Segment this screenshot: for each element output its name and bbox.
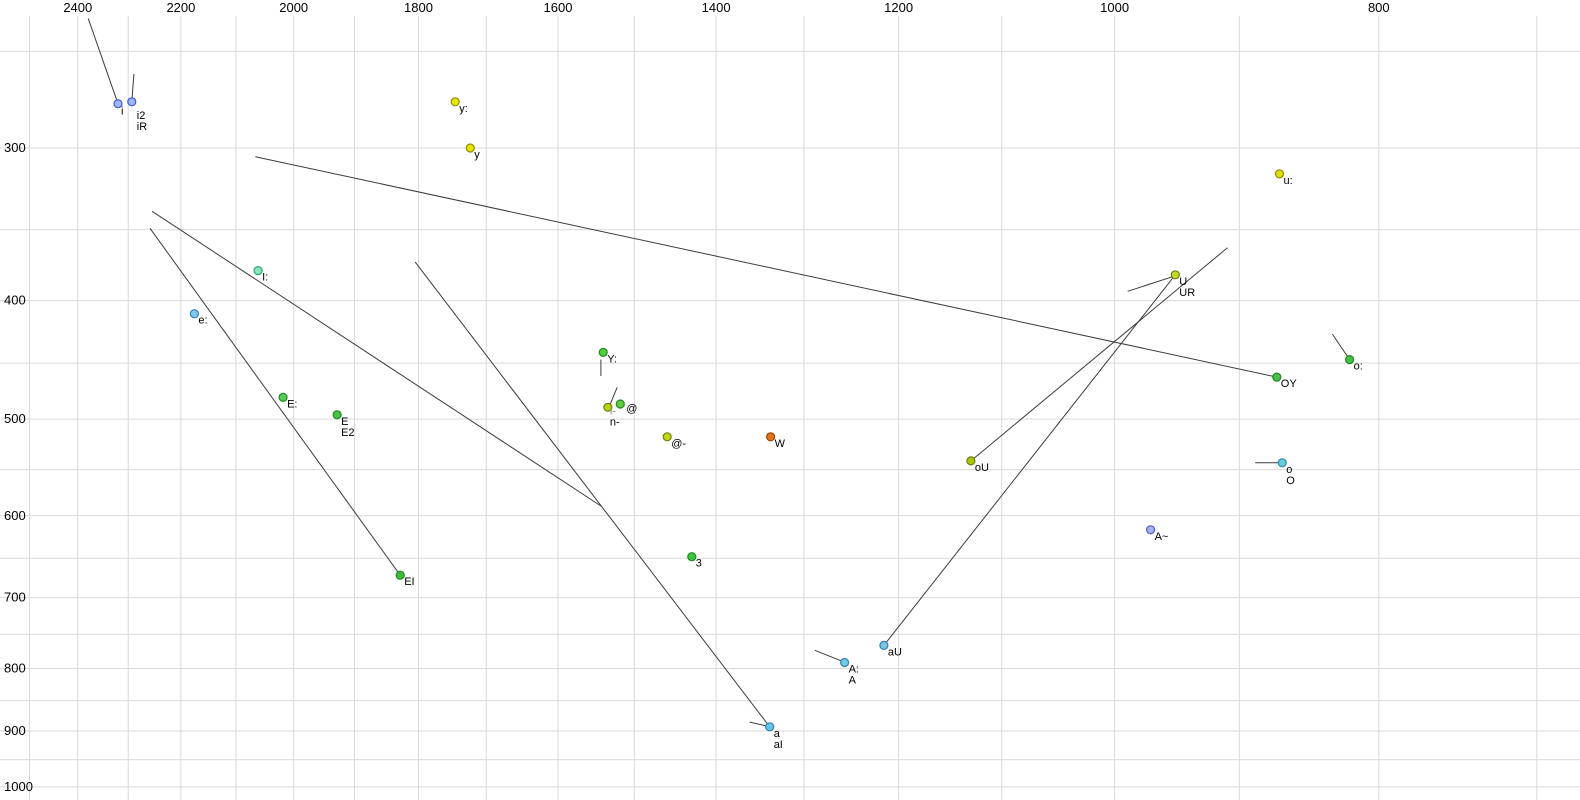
trajectory-line xyxy=(970,247,1228,462)
vowel-point-label: A: xyxy=(849,664,859,676)
vowel-point xyxy=(127,97,137,107)
trajectory-line xyxy=(151,210,602,507)
vowel-point xyxy=(395,570,405,580)
vowel-point-label: i- xyxy=(610,405,616,417)
vowel-point-label: o xyxy=(1286,464,1292,476)
vowel-point xyxy=(1344,355,1355,365)
vowel-point xyxy=(603,402,613,412)
trajectory-line xyxy=(255,156,1277,378)
vowel-point xyxy=(113,99,123,109)
vowel-point-label: OY xyxy=(1281,378,1298,390)
y-tick-label: 700 xyxy=(4,590,26,605)
trajectory-line xyxy=(131,74,135,102)
x-tick-label: 1800 xyxy=(404,0,433,15)
vowel-point xyxy=(450,97,460,107)
vowel-point xyxy=(879,640,889,651)
vowel-point-label: W xyxy=(775,438,786,450)
vowel-point-label: Y: xyxy=(607,353,617,365)
y-tick-label: 900 xyxy=(4,723,26,738)
y-tick-label: 600 xyxy=(4,508,26,523)
vowel-point-label: E xyxy=(341,416,348,428)
vowel-point-label: oU xyxy=(975,462,989,474)
trajectory-line xyxy=(814,649,844,663)
vowel-point xyxy=(662,432,672,442)
vowel-point-label: I: xyxy=(262,272,268,284)
vowel-point-label: i2 xyxy=(137,110,146,122)
vowel-point-label: i xyxy=(121,106,123,118)
y-tick-label: 1000 xyxy=(4,779,33,794)
y-tick-label: 300 xyxy=(4,140,26,155)
vowel-point-label: UR xyxy=(1179,287,1195,299)
vowel-point-label: E: xyxy=(287,398,297,410)
vowel-point xyxy=(1277,458,1287,468)
vowel-point xyxy=(465,143,475,153)
vowel-point-label: O xyxy=(1286,475,1295,487)
trajectory-line xyxy=(149,228,401,576)
vowel-point-label: u: xyxy=(1284,175,1293,187)
vowel-point-label: @ xyxy=(626,403,637,415)
vowel-point xyxy=(765,722,775,732)
y-tick-label: 800 xyxy=(4,661,26,676)
vowel-point-label: E2 xyxy=(341,427,354,439)
vowel-point-label: @- xyxy=(671,438,686,450)
trajectory-line xyxy=(883,274,1176,646)
vowel-point xyxy=(966,456,976,466)
x-tick-label: 2400 xyxy=(63,0,92,15)
vowel-point xyxy=(1272,372,1282,382)
trajectory-line xyxy=(608,387,618,407)
vowel-point-label: o: xyxy=(1354,361,1363,373)
vowel-point-label: U xyxy=(1179,276,1187,288)
vowel-point-label: 3 xyxy=(696,558,702,570)
x-tick-label: 800 xyxy=(1368,0,1390,15)
vowel-point-label: a xyxy=(774,728,781,740)
vowel-point xyxy=(253,266,263,276)
x-tick-label: 1400 xyxy=(702,0,731,15)
vowel-point-label: A xyxy=(849,675,857,687)
trajectory-line xyxy=(87,18,119,104)
x-tick-label: 2000 xyxy=(279,0,308,15)
x-tick-label: 1000 xyxy=(1100,0,1129,15)
vowel-point-label: e: xyxy=(198,315,207,327)
y-tick-label: 500 xyxy=(4,411,26,426)
trajectory-line xyxy=(749,721,769,727)
vowel-point-label: n- xyxy=(610,416,620,428)
vowel-point-label: EI xyxy=(404,576,414,588)
vowel-point xyxy=(839,657,850,668)
vowel-point xyxy=(278,392,288,402)
x-tick-label: 1600 xyxy=(544,0,573,15)
trajectory-line xyxy=(1331,333,1351,360)
vowel-point xyxy=(1145,525,1156,535)
vowel-point xyxy=(189,309,199,319)
vowel-point-label: A~ xyxy=(1155,531,1169,543)
vowel-point xyxy=(615,399,625,409)
vowel-point-label: y xyxy=(474,149,480,161)
vowel-point xyxy=(687,552,697,562)
vowel-point-label: aI xyxy=(774,739,783,751)
x-tick-label: 2200 xyxy=(166,0,195,15)
vowel-point-label: y: xyxy=(459,103,468,115)
trajectory-line xyxy=(1127,275,1175,292)
trajectory-line xyxy=(414,261,771,728)
y-tick-label: 400 xyxy=(4,293,26,308)
vowel-point-label: iR xyxy=(137,121,147,133)
x-tick-label: 1200 xyxy=(884,0,913,15)
vowel-point xyxy=(332,410,342,420)
vowel-point xyxy=(1274,169,1285,179)
vowel-point-label: aU xyxy=(888,646,902,658)
vowel-point xyxy=(1170,270,1180,280)
vowel-point xyxy=(765,432,776,442)
vowel-point xyxy=(598,347,608,357)
